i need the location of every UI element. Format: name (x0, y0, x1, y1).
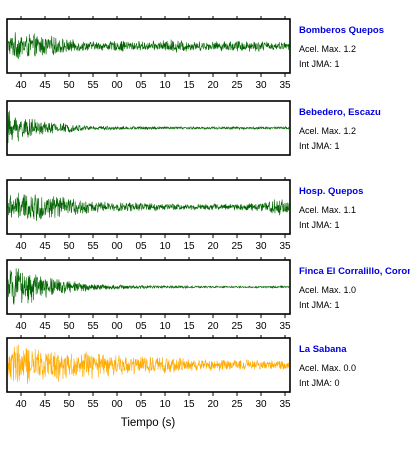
waveform-trace (7, 110, 290, 144)
x-tick-label: 50 (63, 80, 75, 91)
plot-frame (6, 18, 291, 74)
x-tick-label: 10 (159, 399, 171, 410)
x-tick-label: 25 (231, 321, 243, 332)
seismogram-panel-4: 40 45 50 55 00 05 10 15 20 25 30 35 Finca El Corrali… (6, 257, 410, 332)
seismogram-panel-1: 40 45 50 55 00 05 10 15 20 25 30 35 Bomberos Quepos A… (6, 16, 384, 91)
station-name: Finca El Corralillo, Coronado (299, 266, 410, 277)
x-tick-label: 20 (207, 321, 219, 332)
x-tick-label: 20 (207, 80, 219, 91)
seismogram-panel-5: 40 45 50 55 00 05 10 15 20 25 30 35 La Sabana Acel. M… (6, 335, 356, 410)
acel-max-text: Acel. Max. 1.2 (299, 44, 356, 54)
x-tick-label: 30 (255, 399, 267, 410)
x-tick-label: 05 (135, 80, 147, 91)
seismogram-panel-3: 40 45 50 55 00 05 10 15 20 25 30 35 Hosp. Quepos Acel… (6, 177, 363, 252)
x-tick-label: 05 (135, 399, 147, 410)
x-tick-label: 45 (39, 241, 51, 252)
station-name: Hosp. Quepos (299, 186, 363, 197)
x-tick-label: 15 (183, 321, 195, 332)
x-tick-label: 15 (183, 241, 195, 252)
acel-max-text: Acel. Max. 0.0 (299, 363, 356, 373)
x-tick-label: 35 (279, 241, 291, 252)
x-tick-label: 35 (279, 399, 291, 410)
plot-frame (6, 100, 291, 156)
x-tick-label: 55 (87, 321, 99, 332)
plot-frame (6, 259, 291, 315)
x-tick-label: 40 (15, 399, 27, 410)
station-name: La Sabana (299, 344, 347, 355)
x-tick-label: 35 (279, 321, 291, 332)
x-tick-label: 05 (135, 241, 147, 252)
acel-max-text: Acel. Max. 1.2 (299, 126, 356, 136)
waveform-trace (7, 344, 290, 384)
waveform-trace (7, 192, 290, 222)
x-tick-label: 55 (87, 241, 99, 252)
x-tick-label: 50 (63, 399, 75, 410)
x-tick-label: 10 (159, 321, 171, 332)
x-tick-label: 15 (183, 399, 195, 410)
x-tick-label: 55 (87, 399, 99, 410)
int-jma-text: Int JMA: 1 (299, 59, 340, 69)
x-tick-label: 50 (63, 241, 75, 252)
waveform-trace (7, 268, 290, 305)
x-tick-label: 15 (183, 80, 195, 91)
x-tick-label: 40 (15, 241, 27, 252)
acel-max-text: Acel. Max. 1.1 (299, 205, 356, 215)
x-tick-label: 10 (159, 80, 171, 91)
x-tick-label: 05 (135, 321, 147, 332)
x-tick-label: 25 (231, 241, 243, 252)
waveform-trace (7, 32, 290, 60)
x-tick-label: 40 (15, 321, 27, 332)
x-tick-label: 55 (87, 80, 99, 91)
x-tick-label: 30 (255, 241, 267, 252)
plot-frame (6, 179, 291, 235)
x-tick-label: 10 (159, 241, 171, 252)
x-tick-label: 45 (39, 321, 51, 332)
x-tick-label: 25 (231, 80, 243, 91)
plot-frame (6, 337, 291, 393)
x-tick-label: 00 (111, 321, 123, 332)
x-axis-label: Tiempo (s) (121, 417, 176, 429)
x-tick-label: 00 (111, 80, 123, 91)
x-tick-label: 00 (111, 399, 123, 410)
station-name: Bebedero, Escazu (299, 107, 381, 118)
station-name: Bomberos Quepos (299, 25, 384, 36)
x-tick-label: 25 (231, 399, 243, 410)
x-tick-label: 30 (255, 321, 267, 332)
x-tick-label: 45 (39, 399, 51, 410)
x-tick-label: 35 (279, 80, 291, 91)
acel-max-text: Acel. Max. 1.0 (299, 285, 356, 295)
int-jma-text: Int JMA: 1 (299, 300, 340, 310)
x-tick-label: 45 (39, 80, 51, 91)
int-jma-text: Int JMA: 0 (299, 378, 340, 388)
seismogram-panel-2: Bebedero, Escazu Acel. Max. 1.2 Int JMA: 1 (6, 100, 381, 156)
x-tick-label: 40 (15, 80, 27, 91)
int-jma-text: Int JMA: 1 (299, 141, 340, 151)
x-tick-label: 20 (207, 241, 219, 252)
x-tick-label: 20 (207, 399, 219, 410)
x-tick-label: 50 (63, 321, 75, 332)
x-tick-label: 30 (255, 80, 267, 91)
x-tick-label: 00 (111, 241, 123, 252)
int-jma-text: Int JMA: 1 (299, 220, 340, 230)
